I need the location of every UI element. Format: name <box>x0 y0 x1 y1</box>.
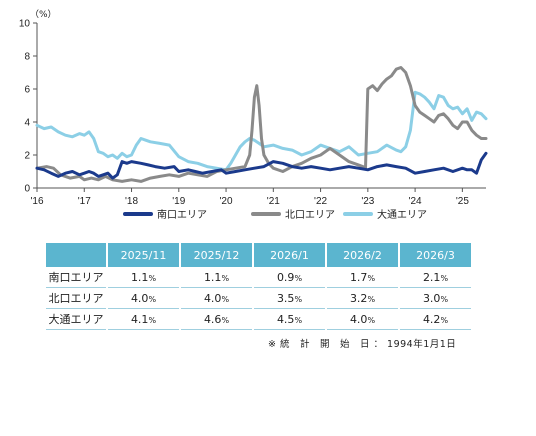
table-cell: 0.9% <box>252 267 326 288</box>
x-tick-label: '21 <box>267 196 280 207</box>
x-tick-label: '24 <box>409 196 422 207</box>
y-tick-label: 2 <box>24 151 30 162</box>
series-line <box>35 66 488 183</box>
row-label: 南口エリア <box>46 267 107 288</box>
table-cell: 1.1% <box>179 267 253 288</box>
x-tick-label: '25 <box>456 196 469 207</box>
x-tick-label: '16 <box>30 196 43 207</box>
legend-label: 南口エリア <box>157 208 207 221</box>
row-label: 大通エリア <box>46 308 107 330</box>
y-axis-unit-label: （%） <box>30 9 57 20</box>
table-header-cell: 2025/12 <box>179 243 253 267</box>
x-tick-label: '18 <box>125 196 138 207</box>
table-header-cell: 2026/1 <box>252 243 326 267</box>
legend-label: 北口エリア <box>285 209 335 221</box>
table-row: 北口エリア 4.0% 4.0% 3.5% 3.2% 3.0% <box>46 287 471 309</box>
statistics-start-note: ※ 統 計 開 始 日 ： 1994年1月1日 <box>268 339 457 350</box>
x-tick-label: '20 <box>220 196 233 207</box>
table-cell: 4.0% <box>106 287 180 309</box>
table-cell: 4.0% <box>325 308 399 330</box>
series-line <box>35 90 488 172</box>
table-cell: 1.7% <box>325 267 399 288</box>
table-cell: 3.5% <box>252 287 326 309</box>
legend-label: 大通エリア <box>377 208 427 221</box>
chart-legend: 南口エリア 北口エリア 大通エリア <box>123 208 427 221</box>
table-row: 南口エリア 1.1% 1.1% 0.9% 1.7% 2.1% <box>46 267 471 288</box>
table-header-cell: 2026/2 <box>325 243 399 267</box>
table-corner-cell <box>46 243 107 267</box>
y-axis-ticks: 0 2 4 6 8 10 <box>19 19 37 195</box>
x-axis-ticks: '16 '17 '18 '19 '20 '21 '22 '23 '24 '25 <box>30 188 469 207</box>
table-header-cell: 2025/11 <box>106 243 180 267</box>
vacancy-data-table: 2025/11 2025/12 2026/1 2026/2 2026/3 南口エ… <box>46 243 471 330</box>
table-cell: 4.6% <box>179 308 253 330</box>
table-cell: 3.2% <box>325 287 399 309</box>
table-row: 大通エリア 4.1% 4.6% 4.5% 4.0% 4.2% <box>46 308 471 330</box>
series-lines <box>35 66 488 183</box>
x-tick-label: '19 <box>172 196 185 207</box>
x-tick-label: '22 <box>314 196 327 207</box>
table-cell: 1.1% <box>106 267 180 288</box>
x-tick-label: '17 <box>78 196 91 207</box>
table-header-row: 2025/11 2025/12 2026/1 2026/2 2026/3 <box>46 243 471 267</box>
series-line <box>35 151 488 180</box>
row-label: 北口エリア <box>46 287 107 309</box>
x-tick-label: '23 <box>361 196 374 207</box>
table-cell: 3.0% <box>398 287 471 309</box>
table-cell: 2.1% <box>398 267 471 288</box>
y-tick-label: 8 <box>24 52 30 63</box>
y-tick-label: 10 <box>19 19 31 30</box>
table-header-cell: 2026/3 <box>398 243 471 267</box>
y-tick-label: 4 <box>24 118 30 129</box>
y-tick-label: 0 <box>24 184 30 195</box>
table-cell: 4.5% <box>252 308 326 330</box>
table-cell: 4.2% <box>398 308 471 330</box>
y-tick-label: 6 <box>24 85 30 96</box>
table-cell: 4.0% <box>179 287 253 309</box>
table-cell: 4.1% <box>106 308 180 330</box>
